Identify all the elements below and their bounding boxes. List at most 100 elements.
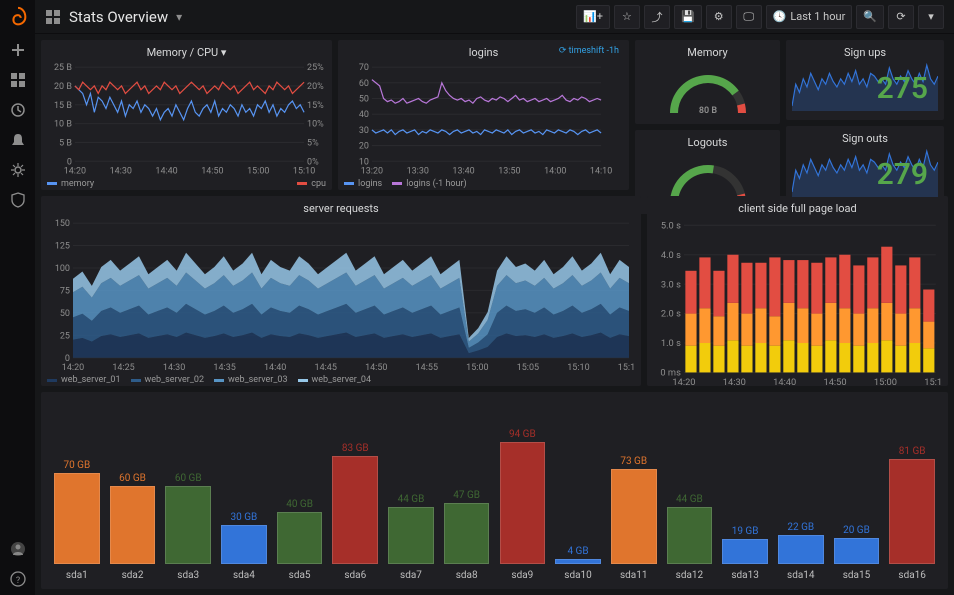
svg-text:40: 40 — [359, 110, 369, 120]
timeshift-label: ⟳ timeshift -1h — [559, 46, 619, 56]
chevron-down-icon[interactable]: ▾ — [176, 10, 182, 24]
svg-text:14:20: 14:20 — [672, 377, 695, 387]
svg-text:25%: 25% — [307, 63, 324, 73]
svg-text:14:40: 14:40 — [155, 166, 177, 175]
panel-memory-cpu: Memory / CPU ▾ 05 B10 B15 B20 B25 B0%5%1… — [41, 40, 332, 190]
save-button[interactable]: 💾 — [674, 5, 702, 29]
shield-icon[interactable] — [10, 192, 26, 208]
svg-text:13:40: 13:40 — [452, 166, 474, 175]
refresh-button[interactable]: ⟳ — [888, 5, 914, 29]
panel-disks: 70 GBsda160 GBsda260 GBsda330 GBsda440 G… — [41, 392, 948, 589]
config-icon[interactable] — [10, 162, 26, 178]
zoom-out-button[interactable]: 🔍 — [856, 5, 884, 29]
svg-text:15:10: 15:10 — [924, 377, 942, 387]
panel-title: Sign outs — [792, 130, 938, 149]
svg-text:20 B: 20 B — [54, 82, 72, 92]
svg-text:15:05: 15:05 — [517, 363, 539, 372]
svg-text:125: 125 — [55, 242, 70, 252]
svg-text:14:10: 14:10 — [590, 166, 612, 175]
disk-bar-sda4: 30 GBsda4 — [216, 512, 272, 581]
panel-title: Memory — [641, 44, 774, 63]
panel-title: client side full page load — [653, 200, 942, 219]
svg-text:14:40: 14:40 — [773, 377, 796, 387]
svg-text:15:00: 15:00 — [247, 166, 269, 175]
disk-bar-sda8: 47 GBsda8 — [439, 490, 495, 581]
svg-text:14:20: 14:20 — [62, 363, 84, 372]
disk-bar-sda14: 22 GBsda14 — [773, 522, 829, 581]
svg-text:13:50: 13:50 — [498, 166, 520, 175]
cycle-view-button[interactable]: 🖵 — [736, 5, 762, 29]
svg-text:20: 20 — [359, 142, 369, 152]
svg-text:5%: 5% — [307, 138, 319, 148]
dashboards-icon[interactable] — [10, 72, 26, 88]
add-panel-button[interactable]: 📊+ — [576, 5, 610, 29]
time-picker-button[interactable]: 🕓Last 1 hour — [766, 5, 853, 29]
svg-text:10 B: 10 B — [54, 120, 72, 130]
svg-text:14:30: 14:30 — [163, 363, 185, 372]
explore-icon[interactable] — [10, 102, 26, 118]
svg-text:14:50: 14:50 — [365, 363, 387, 372]
add-icon[interactable] — [10, 42, 26, 58]
svg-text:15:10: 15:10 — [293, 166, 315, 175]
refresh-interval-button[interactable]: ▾ — [918, 5, 944, 29]
disk-bar-sda11: 73 GBsda11 — [606, 456, 662, 581]
disk-bar-sda1: 70 GBsda1 — [49, 460, 105, 581]
svg-text:14:20: 14:20 — [64, 166, 86, 175]
svg-text:30: 30 — [359, 126, 369, 136]
alerting-icon[interactable] — [10, 132, 26, 148]
svg-text:14:30: 14:30 — [723, 377, 746, 387]
panel-logins: logins⟳ timeshift -1h 1020304050607013:2… — [338, 40, 629, 190]
panel-server-requests: server requests 025507510012515014:2014:… — [41, 196, 641, 386]
disk-bar-sda3: 60 GBsda3 — [160, 473, 216, 581]
svg-text:14:45: 14:45 — [315, 363, 337, 372]
svg-text:5.0 s: 5.0 s — [661, 220, 681, 231]
disk-bar-sda13: 19 GBsda13 — [717, 526, 773, 581]
svg-text:?: ? — [15, 576, 19, 586]
svg-text:75: 75 — [60, 286, 70, 296]
svg-text:13:30: 13:30 — [407, 166, 429, 175]
svg-text:13:20: 13:20 — [361, 166, 383, 175]
svg-text:70: 70 — [359, 63, 369, 73]
panel-memory-gauge: Memory 80 B — [635, 40, 780, 124]
disk-bar-sda2: 60 GBsda2 — [105, 473, 161, 581]
svg-text:25: 25 — [60, 331, 70, 341]
svg-text:1.0 s: 1.0 s — [661, 338, 681, 349]
page-title[interactable]: Stats Overview — [69, 8, 168, 26]
panel-pageload: client side full page load 0 ms1.0 s2.0 … — [647, 196, 948, 386]
panel-title: Sign ups — [792, 44, 938, 63]
svg-text:60: 60 — [359, 79, 369, 89]
star-button[interactable]: ☆ — [614, 5, 640, 29]
disk-bar-sda15: 20 GBsda15 — [829, 525, 885, 581]
svg-text:14:40: 14:40 — [264, 363, 286, 372]
panel-signups: Sign ups 275 — [786, 40, 944, 120]
disk-bar-sda10: 4 GBsda10 — [550, 546, 606, 581]
svg-text:15:15: 15:15 — [618, 363, 635, 372]
svg-text:25 B: 25 B — [54, 63, 72, 73]
svg-text:14:25: 14:25 — [112, 363, 134, 372]
svg-text:2.0 s: 2.0 s — [661, 309, 681, 320]
svg-text:15:00: 15:00 — [466, 363, 488, 372]
svg-text:15:10: 15:10 — [567, 363, 589, 372]
settings-button[interactable]: ⚙ — [706, 5, 732, 29]
avatar-icon[interactable] — [10, 541, 26, 557]
sidebar: ? — [0, 0, 35, 595]
disk-bar-sda6: 83 GBsda6 — [327, 443, 383, 581]
grafana-logo-icon[interactable] — [7, 6, 29, 28]
svg-text:14:50: 14:50 — [201, 166, 223, 175]
svg-text:3.0 s: 3.0 s — [661, 279, 681, 290]
panel-title: server requests — [47, 200, 635, 219]
svg-text:10%: 10% — [307, 120, 324, 130]
panel-title: logins — [469, 46, 499, 59]
svg-text:100: 100 — [55, 264, 70, 274]
signups-value: 275 — [877, 71, 934, 106]
svg-text:14:00: 14:00 — [544, 166, 566, 175]
topbar: Stats Overview ▾ 📊+ ☆ ⤴ 💾 ⚙ 🖵 🕓Last 1 ho… — [35, 0, 954, 34]
share-button[interactable]: ⤴ — [644, 5, 670, 29]
svg-text:14:55: 14:55 — [416, 363, 438, 372]
dashboard-grid-icon[interactable] — [45, 9, 61, 25]
signouts-value: 279 — [877, 157, 934, 192]
help-icon[interactable]: ? — [10, 571, 26, 587]
svg-text:150: 150 — [55, 219, 70, 229]
svg-text:15:00: 15:00 — [874, 377, 897, 387]
svg-text:4.0 s: 4.0 s — [661, 250, 681, 261]
